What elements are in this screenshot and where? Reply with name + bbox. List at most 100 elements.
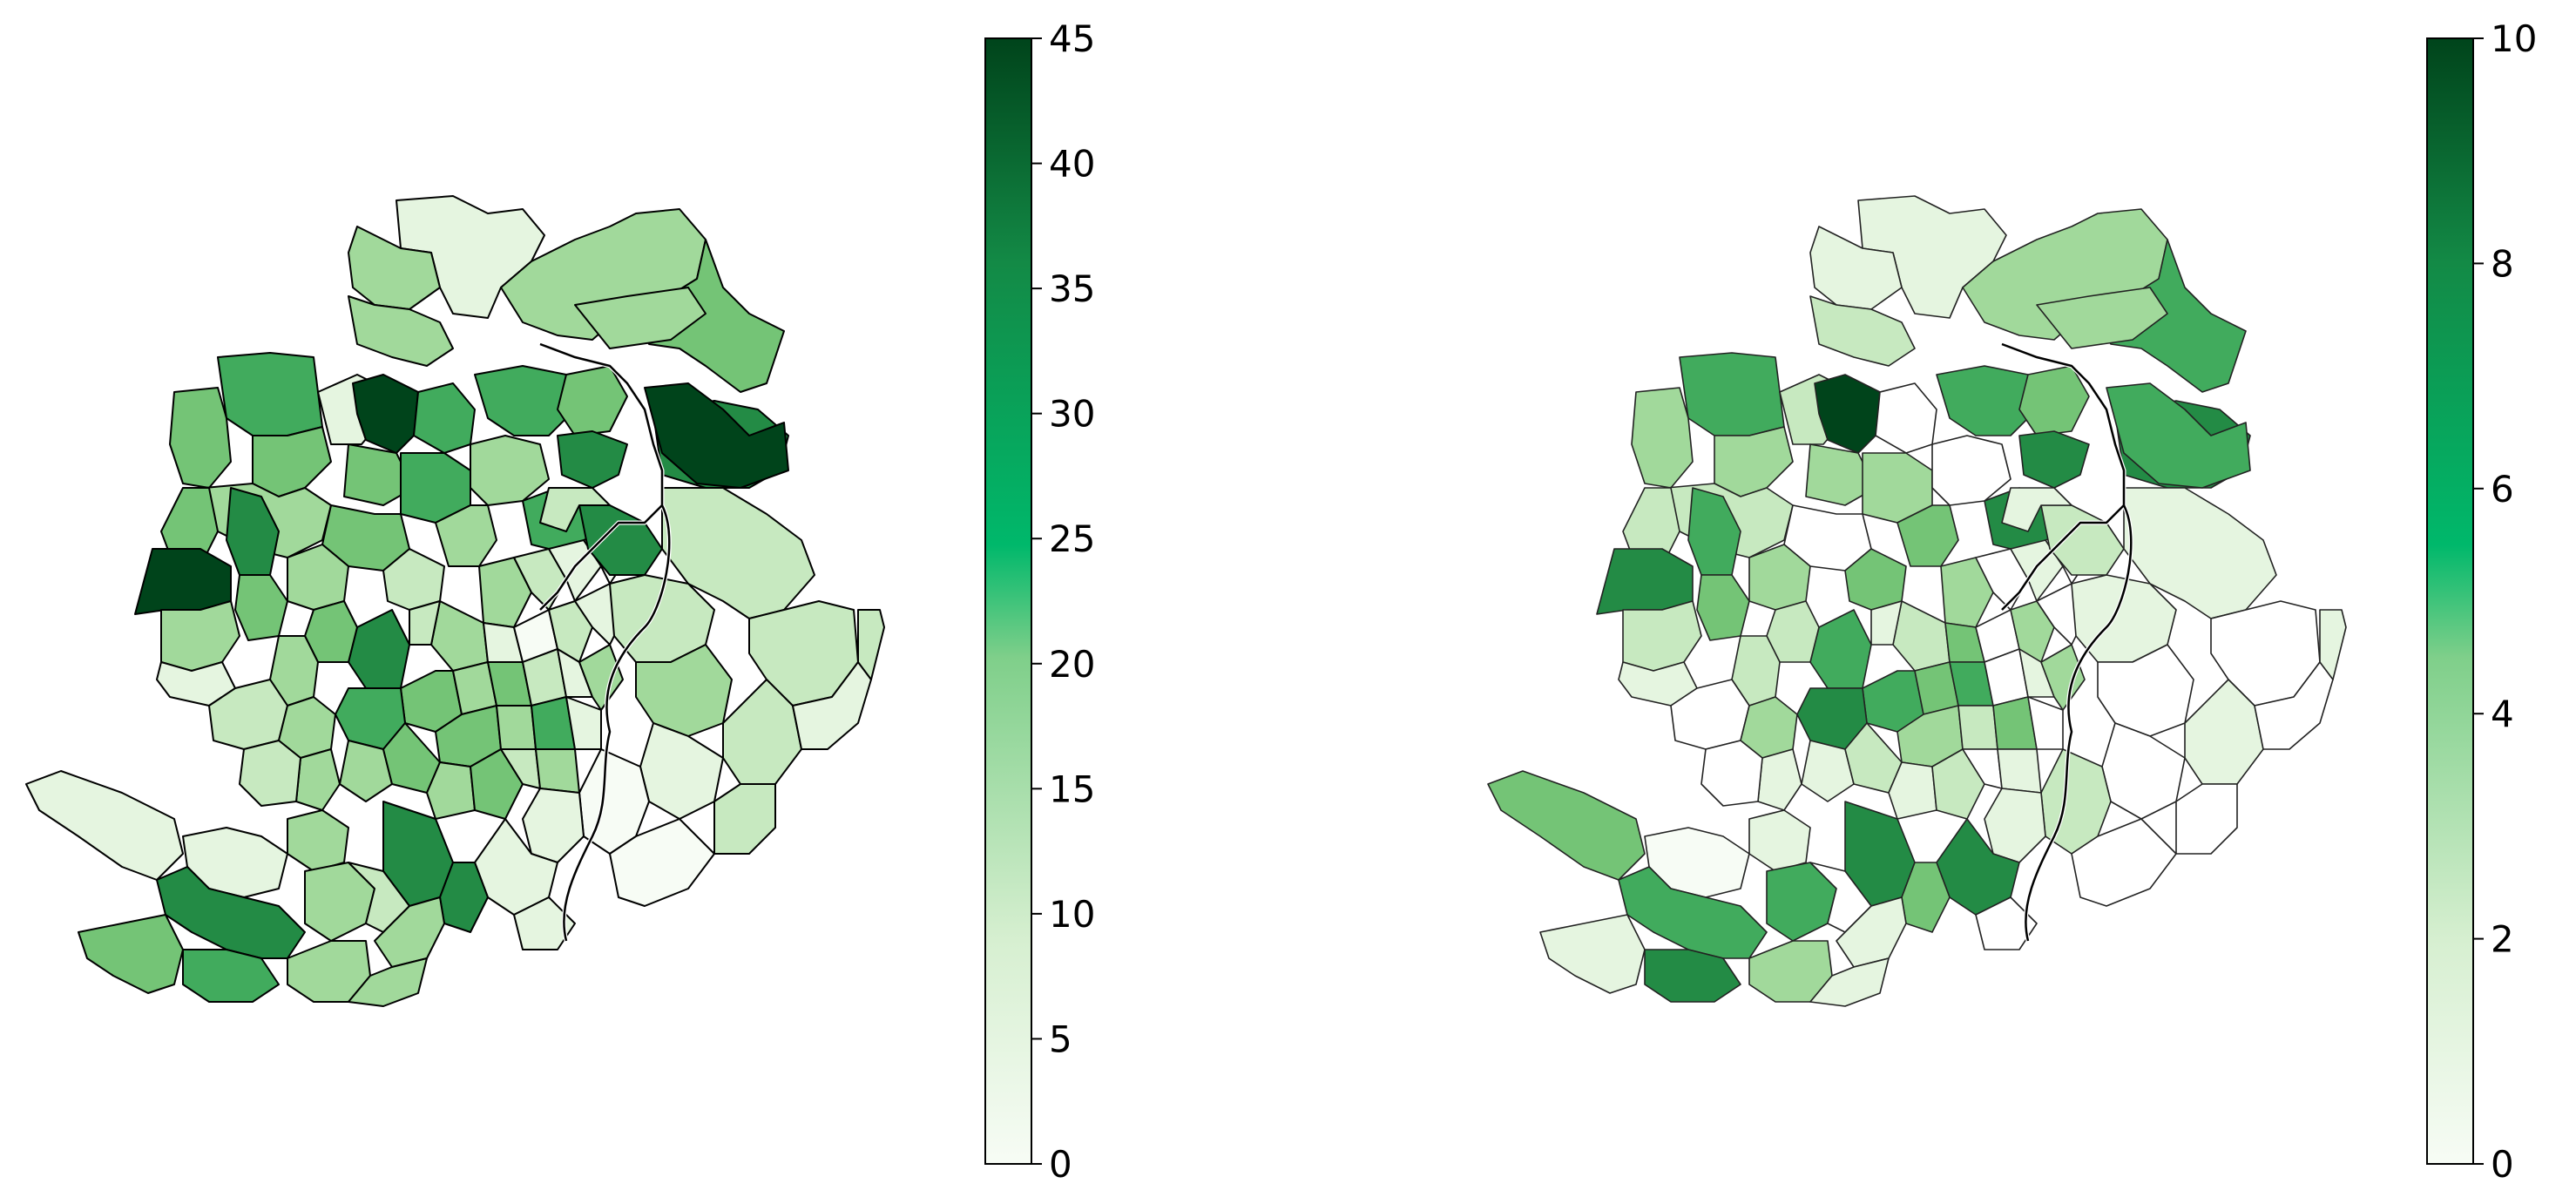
district	[2175, 783, 2238, 855]
district	[2010, 600, 2055, 663]
colorbar-tick-label: 40	[1049, 143, 1095, 186]
district	[352, 374, 419, 454]
map-right	[1487, 195, 2347, 1007]
district	[413, 382, 476, 454]
district	[409, 600, 441, 646]
district	[1714, 426, 1794, 497]
district	[217, 352, 323, 436]
district	[1748, 809, 1811, 872]
colorbar-tick-label: 0	[1049, 1143, 1072, 1186]
district	[2001, 487, 2072, 532]
colorbar-tick-label: 8	[2491, 242, 2514, 285]
district	[252, 426, 332, 497]
district	[1897, 504, 1959, 567]
district	[1539, 914, 1646, 994]
district	[234, 574, 288, 641]
district	[435, 504, 497, 567]
district	[1931, 435, 2011, 506]
colorbar-tick-label: 30	[1049, 393, 1095, 436]
district	[2319, 609, 2347, 680]
colorbar-tick-label: 45	[1049, 17, 1095, 60]
district	[2018, 365, 2090, 436]
district	[626, 239, 785, 393]
district	[2106, 382, 2251, 489]
district	[496, 705, 537, 750]
colorbar-right-ticks: 0 2 4 6 8 10	[2473, 17, 2537, 1186]
district	[1814, 374, 1881, 454]
district	[639, 722, 724, 820]
district	[2040, 644, 2086, 711]
district	[713, 783, 776, 855]
district	[343, 443, 415, 506]
river-outline	[2001, 342, 2133, 942]
district	[470, 435, 550, 506]
district	[2071, 818, 2177, 907]
district	[239, 740, 301, 807]
district	[722, 679, 802, 785]
district	[478, 557, 532, 628]
colorbar-tick-label: 6	[2491, 468, 2514, 511]
district	[522, 788, 585, 863]
district	[182, 949, 280, 1003]
colorbar-tick-label: 15	[1049, 768, 1095, 810]
district	[1622, 600, 1702, 672]
district	[339, 740, 393, 802]
colorbar-tick-label: 0	[2491, 1143, 2514, 1186]
map-left	[25, 195, 885, 1007]
district	[2018, 430, 2090, 489]
district	[156, 866, 306, 959]
district	[539, 487, 611, 532]
district	[1957, 705, 1998, 750]
colorbar-tick-label: 5	[1049, 1018, 1072, 1060]
district	[348, 957, 428, 1007]
district	[287, 809, 349, 872]
colorbar-tick-label: 10	[2491, 17, 2537, 60]
district	[160, 600, 240, 672]
district	[78, 914, 184, 994]
district	[474, 365, 576, 436]
district	[1809, 957, 1890, 1007]
colorbar-right-gradient	[2426, 37, 2474, 1165]
district	[548, 600, 593, 663]
district	[1801, 740, 1855, 802]
district	[1757, 748, 1802, 811]
colorbar-tick-label: 10	[1049, 893, 1095, 936]
district	[2036, 287, 2168, 349]
district	[535, 748, 580, 794]
district	[25, 770, 184, 881]
district	[578, 644, 624, 711]
district	[1936, 365, 2038, 436]
district	[1997, 748, 2042, 794]
district	[1931, 748, 1985, 820]
district	[1892, 600, 1951, 672]
district	[557, 365, 628, 436]
district	[2088, 239, 2247, 393]
colorbar-tick-label: 4	[2491, 693, 2514, 735]
district	[1487, 770, 1646, 881]
district	[1875, 382, 1937, 454]
district	[557, 430, 628, 489]
colorbar-left-ticks: 0 5 10 15 20 25 30 35 40 45	[1031, 17, 1095, 1186]
district	[1700, 740, 1763, 807]
district	[1644, 949, 1741, 1003]
colorbar-tick-label: 20	[1049, 643, 1095, 686]
district	[1940, 557, 1994, 628]
district	[2184, 679, 2264, 785]
colorbar-left-gradient	[984, 37, 1032, 1165]
district	[430, 600, 489, 672]
district	[1984, 788, 2046, 863]
district	[1870, 600, 1903, 646]
district	[295, 748, 341, 811]
district	[1679, 352, 1785, 436]
district	[1618, 866, 1768, 959]
district	[1809, 295, 1916, 367]
district	[1805, 443, 1876, 506]
colorbar-right: 0 2 4 6 8 10	[2426, 17, 2537, 1186]
colorbar-tick-label: 25	[1049, 517, 1095, 560]
district	[169, 387, 232, 489]
district	[348, 609, 410, 689]
district	[1809, 609, 1872, 689]
district	[644, 382, 789, 489]
colorbar-tick-label: 35	[1049, 267, 1095, 310]
district	[1888, 761, 1937, 820]
